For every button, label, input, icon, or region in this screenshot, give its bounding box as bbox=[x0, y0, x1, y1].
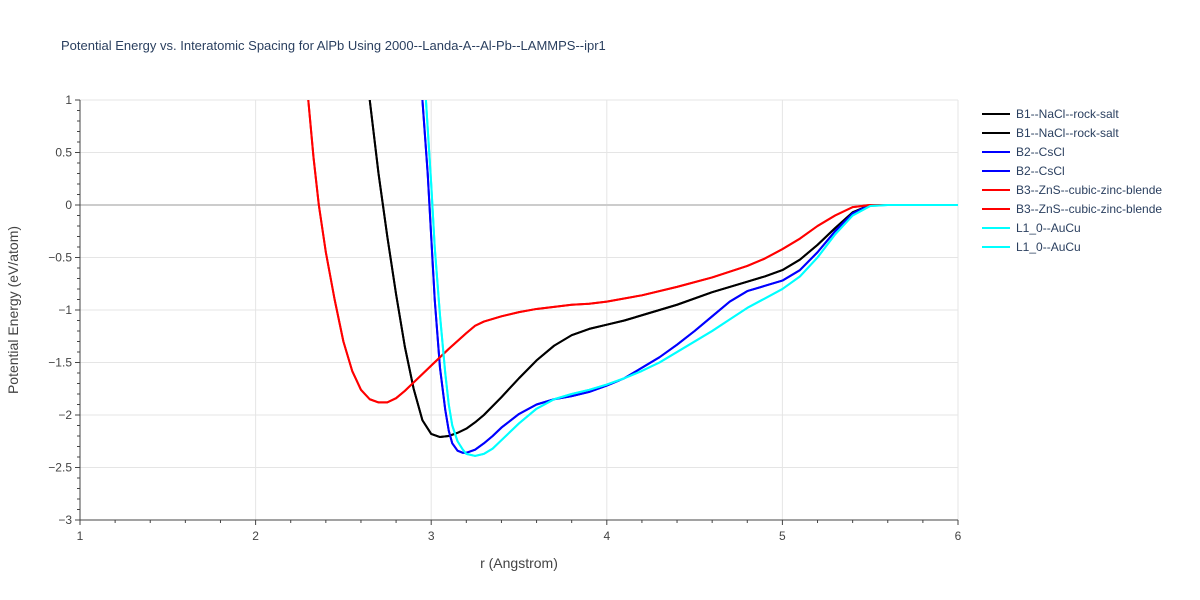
legend-label: B2--CsCl bbox=[1016, 164, 1065, 178]
series-line-7 bbox=[424, 100, 958, 457]
y-tick-label: 1 bbox=[65, 93, 72, 107]
x-axis-title: r (Angstrom) bbox=[480, 555, 558, 571]
series-line-0 bbox=[368, 100, 958, 439]
series-lines bbox=[307, 100, 958, 457]
series-line-5 bbox=[307, 100, 958, 404]
x-tick-label: 4 bbox=[603, 529, 610, 543]
x-tick-label: 6 bbox=[955, 529, 962, 543]
y-tick-label: −3 bbox=[58, 513, 72, 527]
y-tick-label: −2 bbox=[58, 408, 72, 422]
legend-label: L1_0--AuCu bbox=[1016, 221, 1081, 235]
legend-item[interactable]: L1_0--AuCu bbox=[982, 221, 1081, 235]
legend-item[interactable]: B2--CsCl bbox=[982, 145, 1065, 159]
x-tick-label: 5 bbox=[779, 529, 786, 543]
y-tick-label: −1.5 bbox=[48, 356, 72, 370]
legend-item[interactable]: B1--NaCl--rock-salt bbox=[982, 107, 1119, 121]
legend-label: B1--NaCl--rock-salt bbox=[1016, 107, 1119, 121]
y-tick-label: −0.5 bbox=[48, 251, 72, 265]
y-axis-title: Potential Energy (eV/atom) bbox=[5, 226, 21, 394]
legend-label: B3--ZnS--cubic-zinc-blende bbox=[1016, 202, 1162, 216]
legend[interactable]: B1--NaCl--rock-salt B1--NaCl--rock-salt B2… bbox=[982, 107, 1162, 254]
y-tick-label: −2.5 bbox=[48, 461, 72, 475]
series-line-1 bbox=[368, 100, 958, 439]
x-tick-labels: 1 2 3 4 5 6 bbox=[77, 529, 962, 543]
x-tick-label: 3 bbox=[428, 529, 435, 543]
x-tick-label: 1 bbox=[77, 529, 84, 543]
axes bbox=[75, 99, 959, 525]
y-tick-label: −1 bbox=[58, 303, 72, 317]
legend-label: B2--CsCl bbox=[1016, 145, 1065, 159]
y-tick-labels: 1 0.5 0 −0.5 −1 −1.5 −2 −2.5 −3 bbox=[48, 93, 72, 527]
legend-item[interactable]: L1_0--AuCu bbox=[982, 240, 1081, 254]
x-tick-label: 2 bbox=[252, 529, 259, 543]
grid bbox=[80, 99, 959, 520]
legend-item[interactable]: B3--ZnS--cubic-zinc-blende bbox=[982, 202, 1162, 216]
legend-item[interactable]: B3--ZnS--cubic-zinc-blende bbox=[982, 183, 1162, 197]
legend-label: B1--NaCl--rock-salt bbox=[1016, 126, 1119, 140]
series-line-4 bbox=[307, 100, 958, 404]
legend-item[interactable]: B2--CsCl bbox=[982, 164, 1065, 178]
series-line-6 bbox=[424, 100, 958, 457]
series-line-3 bbox=[421, 100, 958, 454]
chart-title: Potential Energy vs. Interatomic Spacing… bbox=[61, 38, 606, 53]
legend-item[interactable]: B1--NaCl--rock-salt bbox=[982, 126, 1119, 140]
legend-label: L1_0--AuCu bbox=[1016, 240, 1081, 254]
y-tick-label: 0.5 bbox=[55, 146, 72, 160]
legend-label: B3--ZnS--cubic-zinc-blende bbox=[1016, 183, 1162, 197]
y-tick-label: 0 bbox=[65, 198, 72, 212]
